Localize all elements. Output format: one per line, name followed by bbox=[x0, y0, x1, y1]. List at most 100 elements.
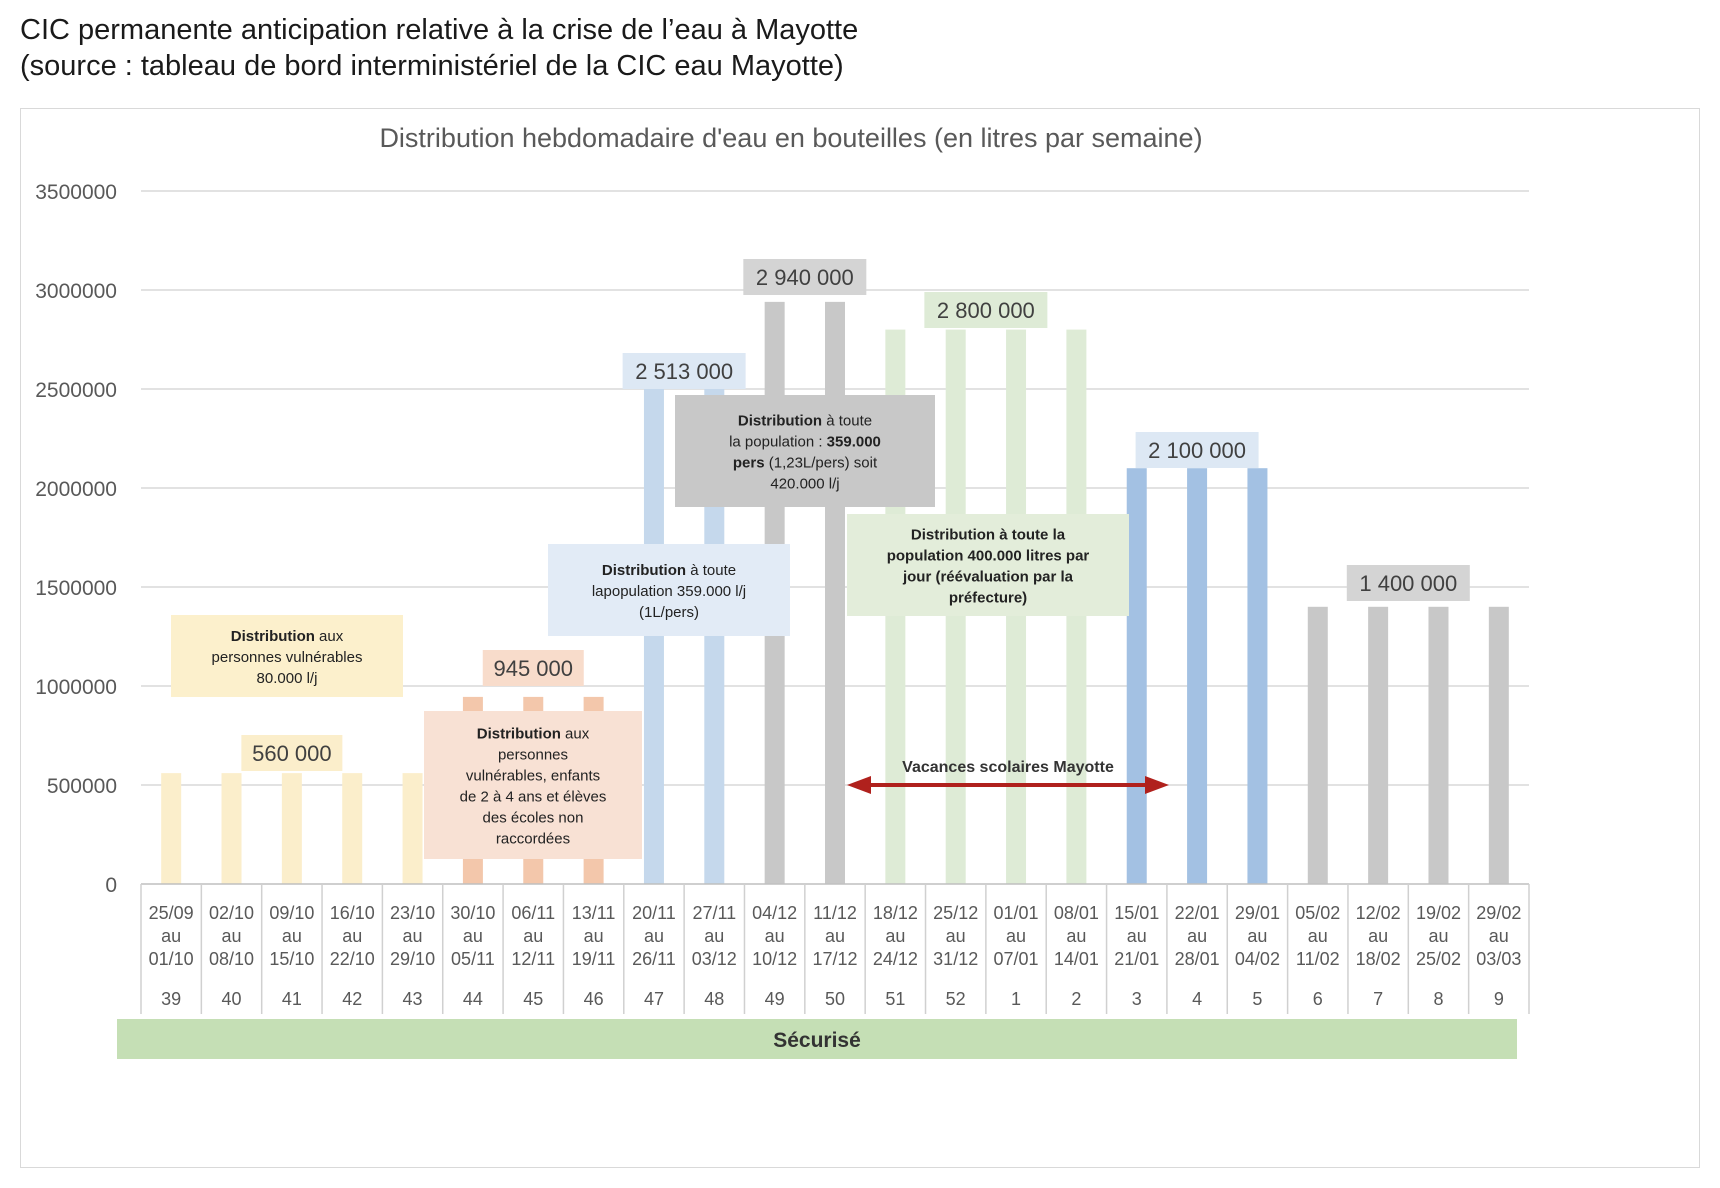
x-date-label: au bbox=[644, 926, 664, 946]
x-date-label: au bbox=[765, 926, 785, 946]
x-date-label: 09/10 bbox=[269, 903, 314, 923]
x-date-label: 18/02 bbox=[1356, 949, 1401, 969]
x-week-label: 7 bbox=[1373, 989, 1383, 1009]
x-date-label: au bbox=[1428, 926, 1448, 946]
x-week-label: 52 bbox=[946, 989, 966, 1009]
x-date-label: 06/11 bbox=[511, 903, 555, 923]
x-date-label: 11/12 bbox=[813, 903, 857, 923]
x-week-label: 51 bbox=[885, 989, 905, 1009]
annotation-line: de 2 à 4 ans et élèves bbox=[460, 788, 607, 805]
annotation-box bbox=[675, 395, 935, 507]
x-week-label: 41 bbox=[282, 989, 302, 1009]
x-date-label: 01/01 bbox=[994, 903, 1039, 923]
x-date-label: 13/11 bbox=[572, 903, 616, 923]
annotation-line: la population : 359.000 bbox=[729, 433, 881, 450]
bar bbox=[1126, 468, 1147, 884]
annotation-line: Distribution aux bbox=[231, 628, 344, 645]
bar bbox=[1187, 468, 1208, 884]
x-date-label: 23/10 bbox=[390, 903, 435, 923]
x-date-label: 04/02 bbox=[1235, 949, 1280, 969]
annotation-line: vulnérables, enfants bbox=[466, 767, 600, 784]
x-date-label: au bbox=[463, 926, 483, 946]
x-date-label: au bbox=[1308, 926, 1328, 946]
page-subtitle: (source : tableau de bord interministéri… bbox=[20, 50, 844, 82]
x-week-label: 50 bbox=[825, 989, 845, 1009]
bar bbox=[281, 773, 302, 884]
x-date-label: 25/09 bbox=[149, 903, 194, 923]
x-date-label: au bbox=[825, 926, 845, 946]
annotation-box bbox=[424, 711, 642, 859]
value-label-box bbox=[1135, 432, 1259, 468]
y-tick-label: 2000000 bbox=[35, 478, 117, 501]
x-date-label: au bbox=[403, 926, 423, 946]
value-label: 2 513 000 bbox=[635, 359, 733, 384]
value-label: 945 000 bbox=[493, 656, 573, 681]
x-date-label: 15/01 bbox=[1114, 903, 1159, 923]
annotation-box bbox=[847, 514, 1129, 616]
annotation-line: Distribution à toute bbox=[602, 562, 736, 579]
value-label-box bbox=[743, 259, 867, 295]
x-week-label: 8 bbox=[1433, 989, 1443, 1009]
x-week-label: 48 bbox=[704, 989, 724, 1009]
x-date-label: 28/01 bbox=[1175, 949, 1220, 969]
x-date-label: au bbox=[584, 926, 604, 946]
annotation-line: Distribution aux bbox=[477, 725, 590, 742]
x-date-label: 02/10 bbox=[209, 903, 254, 923]
x-date-label: 27/11 bbox=[692, 903, 736, 923]
y-tick-label: 0 bbox=[105, 874, 117, 897]
x-week-label: 6 bbox=[1313, 989, 1323, 1009]
x-date-label: 25/12 bbox=[933, 903, 978, 923]
x-date-label: 29/01 bbox=[1235, 903, 1280, 923]
x-date-label: 22/10 bbox=[330, 949, 375, 969]
y-tick-label: 3000000 bbox=[35, 280, 117, 303]
bar-chart: Distribution hebdomadaire d'eau en boute… bbox=[35, 123, 1530, 1059]
x-week-label: 1 bbox=[1011, 989, 1021, 1009]
value-label-box bbox=[241, 735, 343, 771]
x-date-label: au bbox=[704, 926, 724, 946]
vacation-arrow-right-head bbox=[1145, 776, 1169, 794]
x-date-label: 08/10 bbox=[209, 949, 254, 969]
x-date-label: au bbox=[1127, 926, 1147, 946]
value-label: 2 940 000 bbox=[756, 265, 854, 290]
value-label: 1 400 000 bbox=[1359, 571, 1457, 596]
x-date-label: 25/02 bbox=[1416, 949, 1461, 969]
y-tick-label: 1000000 bbox=[35, 676, 117, 699]
annotation-line: (1L/pers) bbox=[639, 604, 699, 621]
x-week-label: 45 bbox=[523, 989, 543, 1009]
x-date-label: 19/11 bbox=[572, 949, 616, 969]
bar bbox=[1247, 468, 1268, 884]
chart-frame: Distribution hebdomadaire d'eau en boute… bbox=[20, 108, 1700, 1168]
x-date-label: au bbox=[523, 926, 543, 946]
x-week-label: 9 bbox=[1494, 989, 1504, 1009]
x-date-label: 19/02 bbox=[1416, 903, 1461, 923]
x-date-label: 12/11 bbox=[511, 949, 555, 969]
x-date-label: 07/01 bbox=[994, 949, 1039, 969]
status-bar-label: Sécurisé bbox=[773, 1029, 861, 1052]
x-date-label: 26/11 bbox=[632, 949, 676, 969]
bar bbox=[1307, 606, 1328, 884]
annotation-line: 80.000 l/j bbox=[257, 670, 318, 687]
annotation-line: préfecture) bbox=[949, 589, 1027, 606]
x-week-label: 4 bbox=[1192, 989, 1202, 1009]
y-tick-label: 2500000 bbox=[35, 379, 117, 402]
x-date-label: 31/12 bbox=[933, 949, 978, 969]
value-label-box bbox=[924, 292, 1048, 328]
value-label: 2 800 000 bbox=[937, 298, 1035, 323]
y-tick-label: 3500000 bbox=[35, 181, 117, 204]
annotation-line: des écoles non bbox=[483, 809, 584, 826]
x-date-label: 22/01 bbox=[1175, 903, 1220, 923]
x-date-label: au bbox=[946, 926, 966, 946]
bar bbox=[1488, 606, 1509, 884]
x-date-label: 30/10 bbox=[450, 903, 495, 923]
annotation-line: raccordées bbox=[496, 830, 570, 847]
annotation-line: 420.000 l/j bbox=[770, 475, 839, 492]
x-date-label: 16/10 bbox=[330, 903, 375, 923]
x-date-label: 21/01 bbox=[1114, 949, 1159, 969]
x-week-label: 47 bbox=[644, 989, 664, 1009]
x-week-label: 49 bbox=[765, 989, 785, 1009]
x-date-label: 15/10 bbox=[269, 949, 314, 969]
x-date-label: 10/12 bbox=[752, 949, 797, 969]
status-bar bbox=[117, 1019, 1517, 1059]
annotation-line: Distribution à toute bbox=[738, 412, 872, 429]
x-date-label: au bbox=[282, 926, 302, 946]
